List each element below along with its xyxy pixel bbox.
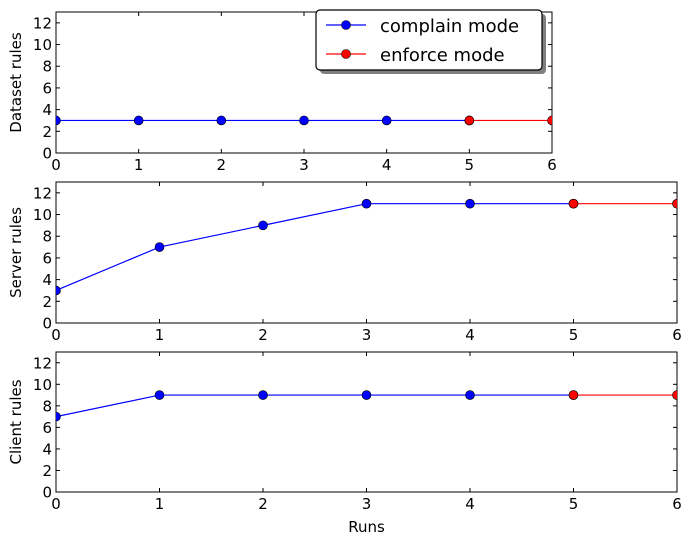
dataset-x-tick-label: 1 [134,156,144,174]
client-x-tick-label: 1 [155,495,165,513]
server-y-tick-label: 6 [42,249,52,267]
client-y-tick-label: 6 [42,419,52,437]
server-x-tick-label: 2 [258,326,268,344]
client-enforce-mode-point [672,390,677,400]
dataset-x-tick-label: 6 [547,156,557,174]
client-series [56,390,677,422]
server-complain-mode-point [154,242,165,252]
legend: complain mode enforce mode [315,9,546,74]
dataset-complain-mode-point [381,115,392,126]
dataset-x-tick-label: 3 [299,156,309,174]
server-x-tick-label: 3 [362,326,372,344]
client-complain-mode-point [465,390,475,400]
client-complain-mode-line [56,394,574,418]
server-x-tick-label: 1 [155,326,165,344]
dataset-enforce-mode-point [464,115,475,126]
client-x-axis-label: Runs [348,518,385,536]
dataset-y-axis-label: Dataset rules [7,32,25,133]
dataset-series [56,115,552,126]
server-complain-mode-point [56,285,61,296]
server-enforce-mode-point [568,198,579,209]
client-plot-area [55,351,678,493]
dataset-x-tick-label: 4 [382,156,392,174]
legend-enforce-label: enforce mode [380,45,505,66]
client-y-tick-label: 2 [42,462,52,480]
dataset-complain-mode-point [133,115,144,126]
dataset-x-tick-label: 0 [51,156,61,174]
legend-complain-label: complain mode [380,16,519,37]
dataset-y-tick-label: 12 [33,14,52,32]
server-y-tick-label: 12 [33,184,52,202]
dataset-x-tick-label: 5 [465,156,475,174]
dataset-complain-mode-point [216,115,227,126]
dataset-enforce-mode-point [547,115,552,126]
dataset-y-tick-label: 6 [42,79,52,97]
client-x-tick-label: 6 [672,495,682,513]
server-complain-mode-point [258,220,268,231]
dataset-x-tick-label: 2 [217,156,227,174]
dataset-y-tick-label: 8 [42,58,52,76]
server-complain-mode-point [465,198,475,209]
server-series [56,198,677,296]
server-y-tick-label: 10 [33,206,52,224]
client-x-tick-label: 4 [465,495,475,513]
client-y-tick-label: 4 [42,440,52,458]
dataset-complain-mode-point [56,115,61,126]
server-y-tick-label: 8 [42,228,52,246]
server-y-tick-label: 0 [42,315,52,333]
server-x-tick-label: 0 [51,326,61,344]
client-y-tick-label: 0 [42,484,52,502]
dataset-complain-mode-point [299,115,309,126]
dataset-y-tick-label: 10 [33,36,52,54]
client-x-tick-label: 3 [362,495,372,513]
client-y-tick-label: 10 [33,376,52,394]
dataset-y-tick-label: 2 [42,123,52,141]
server-y-tick-label: 4 [42,271,52,289]
client-enforce-mode-point [568,390,579,400]
legend-box [315,9,543,71]
client-complain-mode-point [361,390,372,400]
server-y-axis-label: Server rules [7,207,25,298]
client-complain-mode-point [258,390,268,400]
server-y-tick-label: 2 [42,293,52,311]
client-complain-mode-point [154,390,165,400]
server-x-tick-label: 5 [569,326,579,344]
client-complain-mode-point [56,411,61,422]
server-x-tick-label: 6 [672,326,682,344]
client-y-tick-label: 8 [42,397,52,415]
client-y-tick-label: 12 [33,354,52,372]
server-x-tick-label: 4 [465,326,475,344]
dataset-y-tick-label: 4 [42,101,52,119]
dataset-y-tick-label: 0 [42,145,52,163]
server-complain-mode-line [56,203,574,292]
server-complain-mode-point [361,198,372,209]
client-x-tick-label: 5 [569,495,579,513]
server-enforce-mode-point [672,198,677,209]
legend-complain-marker [341,20,351,30]
client-y-axis-label: Client rules [7,379,25,464]
client-x-tick-label: 2 [258,495,268,513]
legend-enforce-marker [341,49,351,59]
client-x-tick-label: 0 [51,495,61,513]
